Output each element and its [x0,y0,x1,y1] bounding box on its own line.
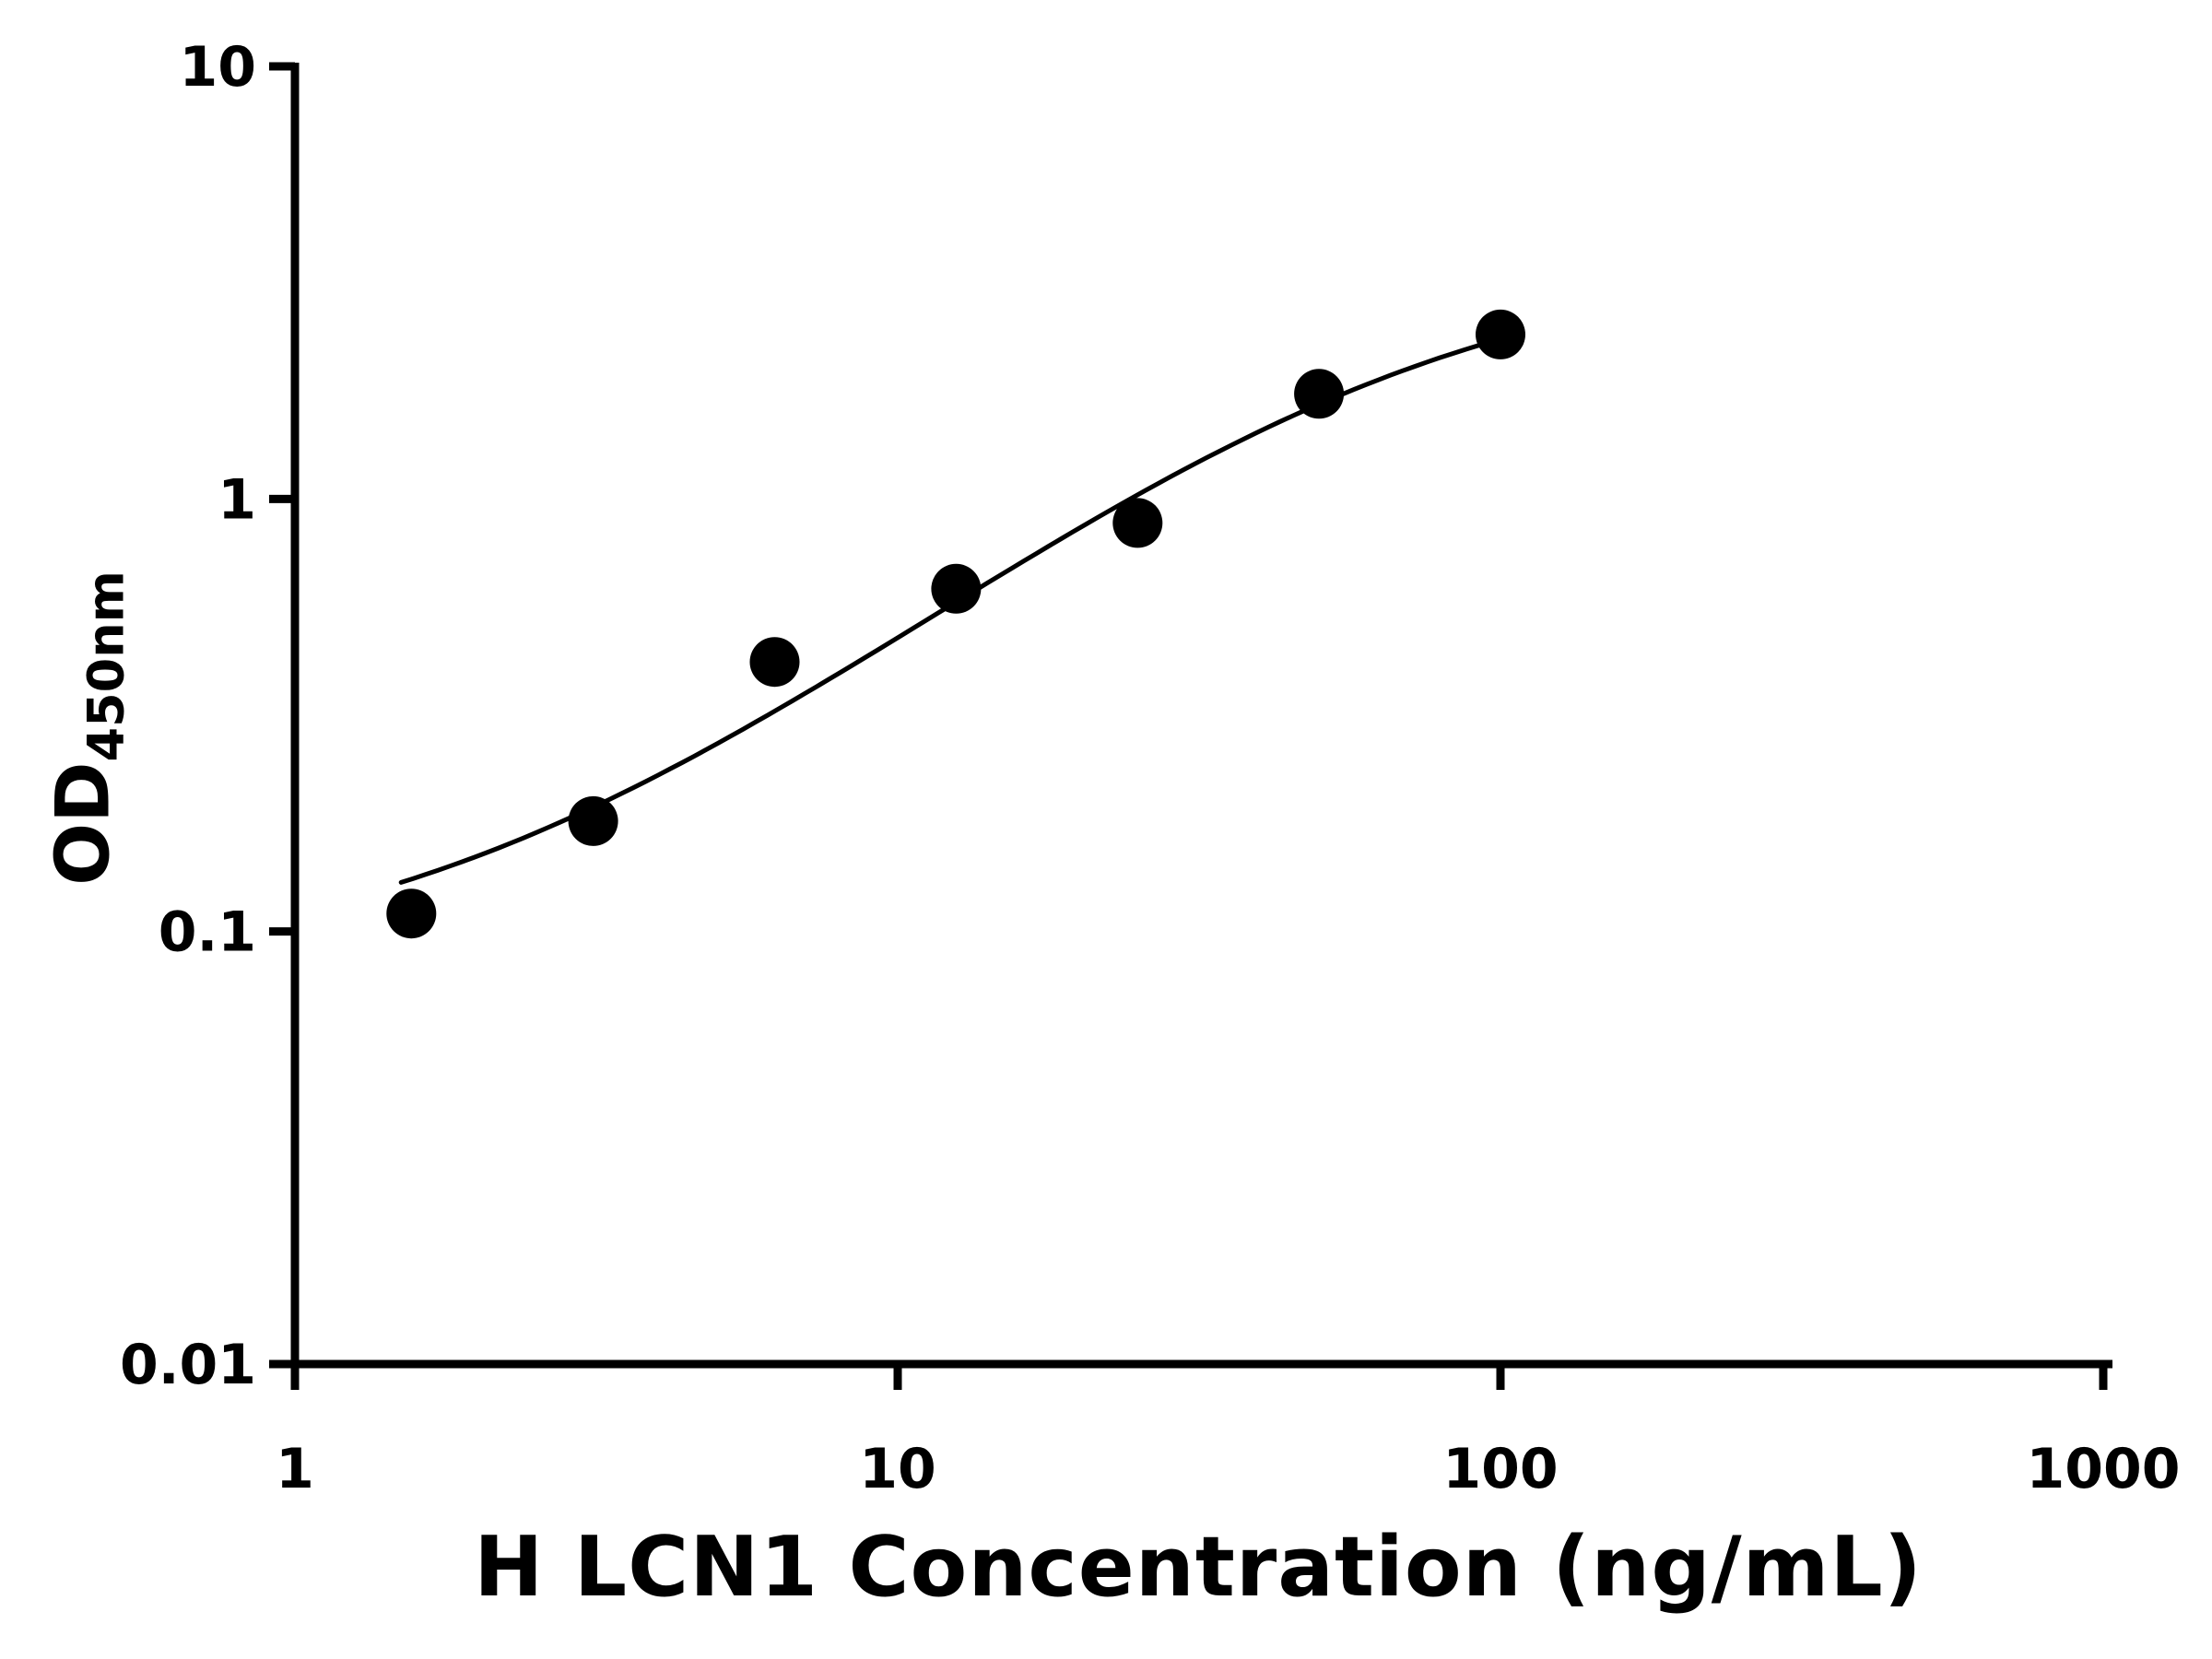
x-tick-label: 1 [276,1437,314,1501]
y-tick-label: 0.01 [120,1333,256,1397]
y-axis-title-base: OD [40,761,126,886]
y-axis-title: OD450nm [41,571,135,886]
y-tick-label: 10 [180,35,257,100]
data-point [931,563,982,614]
x-axis-title: H LCN1 Concentration (ng/mL) [474,1519,1923,1616]
x-tick-label: 100 [1442,1437,1558,1501]
data-point [386,888,437,939]
data-point [1294,369,1345,419]
y-tick-label: 1 [218,467,256,532]
data-point [749,637,800,688]
y-tick-label: 0.1 [159,900,256,965]
data-point [1476,309,1525,359]
x-tick-label: 1000 [2027,1437,2181,1501]
y-axis-title-subscript: 450nm [76,571,135,762]
data-point [568,795,618,846]
x-tick-label: 10 [859,1437,936,1501]
data-point [1112,498,1163,548]
